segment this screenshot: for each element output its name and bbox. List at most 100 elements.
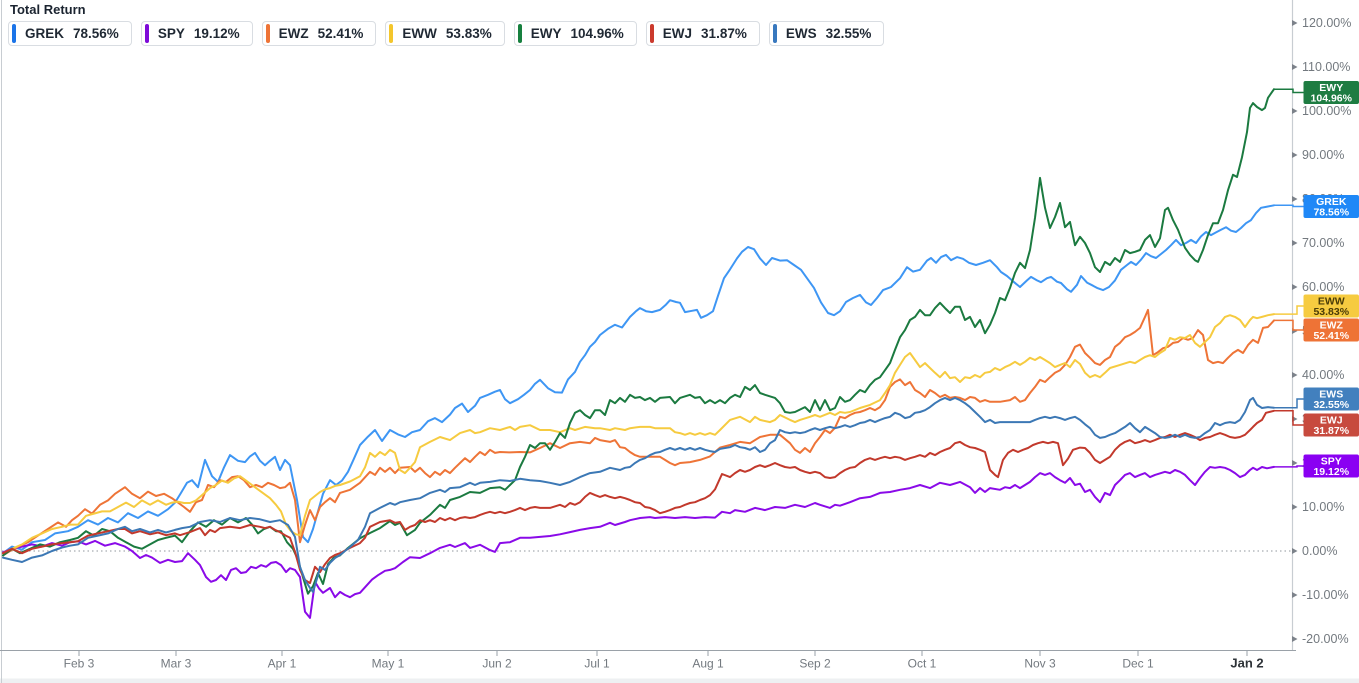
legend-color-bar (144, 24, 149, 43)
legend-ticker: EWZ (278, 26, 309, 41)
series-line-EWJ[interactable] (2, 409, 1275, 585)
y-tick-arrow (1292, 64, 1298, 70)
end-label-value: 32.55% (1313, 399, 1349, 411)
series-line-EWY[interactable] (2, 88, 1275, 595)
series-line-EWW[interactable] (2, 313, 1275, 555)
legend-chip-GREK[interactable]: GREK 78.56% (8, 21, 132, 46)
legend-ticker: EWY (530, 26, 562, 41)
y-tick-label: 70.00% (1302, 236, 1344, 250)
y-tick-label: -10.00% (1302, 588, 1349, 602)
x-tick-label: May 1 (372, 657, 405, 671)
series-line-EWZ[interactable] (2, 308, 1275, 557)
legend-color-bar (389, 24, 394, 43)
legend-return-value: 53.83% (445, 26, 492, 41)
y-tick-label: 60.00% (1302, 280, 1344, 294)
y-tick-arrow (1292, 504, 1298, 510)
legend-chip-SPY[interactable]: SPY 19.12% (140, 21, 253, 46)
end-label-value: 31.87% (1313, 425, 1349, 437)
legend-return-value: 104.96% (570, 26, 624, 41)
legend-color-bar (649, 24, 654, 43)
y-tick-arrow (1292, 284, 1298, 290)
series-leader-EWZ (1274, 319, 1304, 331)
series-line-GREK[interactable] (2, 204, 1275, 555)
y-tick-label: 100.00% (1302, 104, 1351, 118)
legend-return-value: 31.87% (701, 26, 747, 41)
y-tick-arrow (1292, 548, 1298, 554)
legend-chip-EWW[interactable]: EWW 53.83% (385, 21, 505, 46)
y-tick-arrow (1292, 196, 1298, 202)
end-label-ticker: EWJ (1320, 415, 1343, 427)
legend-chip-EWS[interactable]: EWS 32.55% (768, 21, 885, 46)
legend-ticker: EWW (402, 26, 437, 41)
x-tick-label: Feb 3 (64, 657, 95, 671)
legend-return-value: 78.56% (73, 26, 119, 41)
legend-return-value: 19.12% (193, 26, 240, 41)
legend-color-bar (772, 24, 777, 43)
y-tick-arrow (1292, 108, 1298, 114)
legend-ticker: GREK (25, 26, 65, 41)
end-label-ticker: GREK (1316, 196, 1347, 208)
x-tick-label: Dec 1 (1122, 657, 1154, 671)
end-label-value: 19.12% (1313, 466, 1349, 478)
x-tick-label: Aug 1 (692, 657, 724, 671)
x-tick-label: Jun 2 (482, 657, 512, 671)
legend-color-bar (12, 24, 16, 43)
legend: GREK 78.56% SPY 19.12% EWZ 52.41% EWW 53.83% EWY… (8, 21, 885, 46)
y-tick-arrow (1292, 152, 1298, 158)
end-label-ticker: EWW (1318, 296, 1345, 308)
series-line-SPY[interactable] (2, 465, 1275, 619)
chart-title: Total Return (10, 2, 86, 17)
end-label-ticker: EWS (1319, 389, 1343, 401)
y-tick-label: 10.00% (1302, 500, 1344, 514)
legend-chip-EWY[interactable]: EWY 104.96% (513, 21, 637, 46)
legend-chip-EWZ[interactable]: EWZ 52.41% (261, 21, 377, 46)
x-tick-label: Sep 2 (799, 657, 831, 671)
y-tick-label: -20.00% (1302, 632, 1349, 646)
x-tick-label: Jan 2 (1230, 656, 1263, 671)
series-leader-EWS (1274, 398, 1304, 409)
y-tick-arrow (1292, 20, 1298, 26)
y-tick-label: 90.00% (1302, 148, 1344, 162)
y-tick-label: 110.00% (1302, 60, 1350, 74)
x-tick-label: Apr 1 (268, 657, 297, 671)
legend-return-value: 32.55% (825, 26, 872, 41)
y-tick-arrow (1292, 372, 1298, 378)
end-label-value: 78.56% (1313, 207, 1349, 219)
y-tick-label: 0.00% (1302, 544, 1337, 558)
legend-color-bar (517, 24, 522, 43)
legend-chip-EWJ[interactable]: EWJ 31.87% (645, 21, 760, 46)
legend-ticker: EWS (785, 26, 817, 41)
series-leader-SPY (1274, 465, 1304, 468)
y-tick-arrow (1292, 460, 1298, 466)
end-label-value: 104.96% (1311, 93, 1353, 105)
series-line-EWS[interactable] (2, 396, 1275, 593)
x-tick-label: Nov 3 (1024, 657, 1056, 671)
end-label-value: 52.41% (1313, 330, 1349, 342)
x-tick-label: Jul 1 (584, 657, 610, 671)
series-leader-GREK (1274, 204, 1304, 208)
end-label-ticker: EWY (1319, 82, 1343, 94)
end-label-value: 53.83% (1313, 306, 1349, 318)
y-tick-label: 40.00% (1302, 368, 1344, 382)
y-tick-arrow (1292, 592, 1298, 598)
series-leader-EWW (1274, 305, 1304, 315)
y-tick-label: 120.00% (1302, 16, 1351, 30)
end-label-ticker: SPY (1321, 456, 1342, 468)
end-label-ticker: EWZ (1320, 320, 1344, 332)
series-leader-EWY (1274, 88, 1304, 94)
legend-return-value: 52.41% (317, 26, 364, 41)
legend-color-bar (265, 24, 270, 43)
footer-strip (0, 678, 1359, 683)
y-tick-arrow (1292, 240, 1298, 246)
x-tick-label: Mar 3 (161, 657, 192, 671)
legend-ticker: EWJ (662, 26, 693, 41)
